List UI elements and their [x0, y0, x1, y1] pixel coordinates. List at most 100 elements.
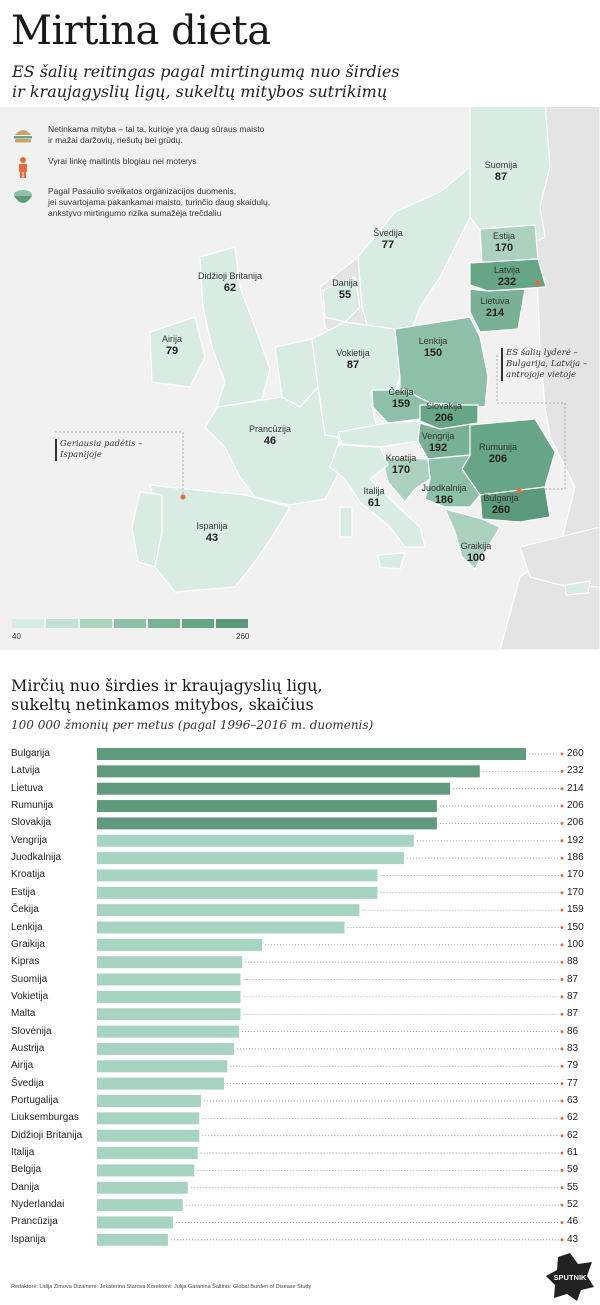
bar — [97, 1147, 198, 1160]
callout-line: ES šalių lyderė – — [506, 348, 578, 358]
bar-label: Lietuva — [11, 782, 44, 794]
bar-label: Malta — [11, 1008, 36, 1020]
bar-value-label: 55 — [567, 1181, 579, 1193]
bar-value-label: 159 — [567, 904, 584, 916]
country-name: Rumunija — [478, 442, 518, 452]
bar-value-dot — [560, 1238, 564, 1242]
bar-label: Juodkalnija — [11, 852, 62, 864]
bar-value-label: 77 — [567, 1077, 579, 1089]
country-name: Suomija — [484, 160, 518, 170]
country-value: 206 — [434, 412, 454, 424]
bar-value-label: 52 — [567, 1199, 579, 1211]
country-value: 214 — [485, 307, 505, 319]
bar-value-label: 192 — [567, 834, 584, 846]
salad-bowl-icon — [14, 190, 32, 203]
callout-line: Bulgarija, Latvija – — [506, 359, 588, 369]
bar-value-label: 46 — [567, 1216, 579, 1228]
legend-item-men: Vyrai linkę maitintis blogiau nei motery… — [12, 156, 197, 178]
bar-value-label: 170 — [567, 869, 584, 881]
bar — [97, 904, 360, 917]
bar — [97, 817, 437, 830]
bar — [97, 1216, 173, 1229]
country-value: 62 — [223, 282, 237, 294]
scale-segment — [216, 619, 248, 628]
map-portugal — [131, 491, 163, 568]
subtitle-line: ir kraujagyslių ligų, sukeltų mitybos su… — [12, 82, 388, 101]
bar-value-dot — [560, 1151, 564, 1155]
bar-value-label: 43 — [567, 1233, 579, 1245]
map-denmark — [322, 276, 361, 323]
legend-text-line: ankstyvo mirtingumo rizika sumažėja treč… — [48, 208, 222, 218]
country-value: 159 — [391, 398, 411, 410]
map-lithuania — [469, 288, 526, 333]
map-ireland — [149, 316, 206, 388]
bar — [97, 990, 241, 1003]
scale-segment — [114, 619, 146, 628]
bar — [97, 1112, 200, 1125]
bar-value-dot — [560, 787, 564, 791]
map-label-estonia: Estija 170 — [476, 231, 532, 255]
country-value: 186 — [434, 494, 454, 506]
bar-value-label: 63 — [567, 1095, 579, 1106]
spain-dot — [180, 494, 186, 500]
country-value: 206 — [488, 453, 508, 465]
legend-text-line: jei suvartojama pakankamai maisto, turin… — [48, 197, 271, 207]
bar — [97, 782, 451, 795]
sputnik-logo: SPUTNIK — [546, 1253, 594, 1301]
map-finland — [469, 107, 551, 258]
bar-value-label: 206 — [567, 817, 584, 829]
bar-value-dot — [560, 891, 564, 895]
bar-value-dot — [560, 960, 564, 964]
bar-value-dot — [560, 908, 564, 912]
map-label-ireland: Airija 79 — [152, 334, 192, 358]
bar-label: Švedija — [11, 1077, 44, 1089]
callout-line: antrojoje vietoje — [506, 370, 577, 380]
bar-value-dot — [560, 1082, 564, 1086]
map-label-great-britain: Didžioji Britanija 62 — [182, 271, 278, 295]
bar-label: Slovėnija — [11, 1025, 52, 1037]
bar — [97, 1095, 201, 1107]
bar-value-label: 59 — [567, 1164, 579, 1176]
country-value: 43 — [205, 532, 219, 544]
bar — [97, 1233, 168, 1246]
bar-value-label: 170 — [567, 886, 584, 898]
bar-value-dot — [560, 1203, 564, 1207]
country-value: 100 — [466, 552, 486, 564]
bar — [97, 800, 437, 813]
map-label-romania: Rumunija 206 — [472, 442, 524, 466]
scale-segment — [12, 619, 44, 628]
bar — [97, 921, 345, 934]
bar-label: Lenkija — [11, 921, 43, 933]
bar-label: Ispanija — [11, 1233, 46, 1245]
page-title: Mirtina dieta — [11, 8, 271, 54]
bar-value-label: 260 — [567, 748, 584, 759]
map-label-spain: Ispanija 43 — [188, 521, 236, 545]
chart-title-line: sukeltų netinkamos mitybos, skaičius — [11, 695, 314, 714]
bar-label: Kroatija — [11, 869, 45, 881]
man-icon — [19, 157, 27, 178]
bar-label: Italija — [11, 1147, 35, 1159]
bar-value-dot — [560, 1134, 564, 1138]
legend-text-line: Vyrai linkę maitintis blogiau nei motery… — [48, 156, 197, 166]
country-name: Airija — [161, 334, 182, 344]
bar-label: Didžioji Britanija — [11, 1129, 83, 1141]
bar — [97, 852, 404, 865]
bar-label: Kipras — [11, 956, 40, 968]
callout-line: Geriausia padėtis – — [60, 439, 143, 449]
country-name: Lenkija — [418, 336, 448, 346]
bar — [97, 834, 414, 847]
map-label-montenegro: Juodkalnija 186 — [418, 483, 470, 507]
bar-value-label: 150 — [567, 921, 584, 933]
country-name: Juodkalnija — [421, 483, 467, 493]
subtitle-line: ES šalių reitingas pagal mirtingumą nuo … — [12, 62, 400, 81]
country-value: 232 — [497, 276, 517, 288]
bar-label: Prancūzija — [11, 1216, 58, 1228]
country-value: 192 — [428, 442, 448, 454]
country-name: Graikija — [460, 541, 492, 551]
bar-value-dot — [560, 943, 564, 947]
bar-value-label: 62 — [567, 1129, 579, 1141]
bar-label: Liuksemburgas — [11, 1112, 79, 1124]
scale-segment — [46, 619, 78, 628]
map-label-bulgaria: Bulgarija 260 — [476, 493, 526, 517]
bar-value-label: 87 — [567, 990, 579, 1002]
